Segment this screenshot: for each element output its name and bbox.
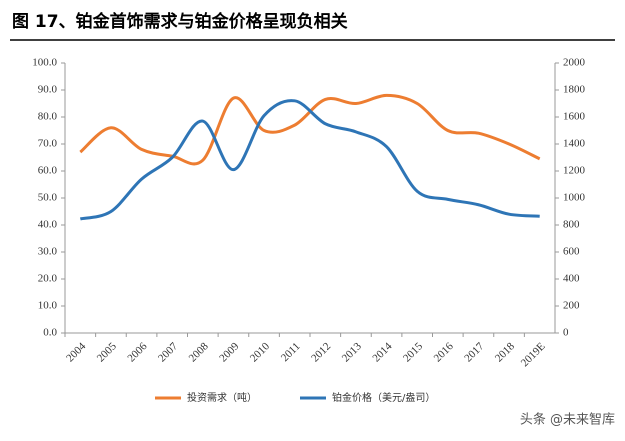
y-tick-label: 70.0 — [38, 138, 58, 150]
y-tick-label: 90.0 — [38, 84, 58, 96]
x-tick-label: 2011 — [279, 340, 303, 364]
y2-tick-label: 1600 — [563, 111, 586, 123]
legend-label: 铂金价格（美元/盎司） — [332, 391, 435, 404]
watermark: 头条 @未来智库 — [520, 412, 615, 428]
y2-tick-label: 200 — [563, 300, 580, 312]
y-tick-label: 30.0 — [38, 246, 58, 258]
y2-tick-label: 1200 — [563, 165, 586, 177]
y-tick-label: 40.0 — [38, 219, 58, 231]
y-tick-label: 50.0 — [38, 192, 58, 204]
legend-label: 投资需求（吨） — [187, 391, 257, 404]
y2-tick-label: 1400 — [563, 138, 586, 150]
y-tick-label: 60.0 — [38, 165, 58, 177]
y-tick-label: 10.0 — [38, 300, 58, 312]
y2-tick-label: 2000 — [563, 57, 586, 69]
x-tick-label: 2015 — [401, 340, 425, 364]
x-tick-label: 2016 — [432, 340, 456, 364]
y2-tick-label: 0 — [563, 327, 569, 339]
y2-tick-label: 1800 — [563, 84, 586, 96]
series-line — [79, 99, 540, 221]
x-tick-label: 2018 — [493, 340, 517, 364]
y-tick-label: 0.0 — [43, 327, 57, 339]
x-tick-label: 2019E — [519, 340, 548, 369]
x-tick-label: 2009 — [217, 340, 241, 364]
x-tick-label: 2014 — [370, 340, 394, 364]
x-tick-label: 2012 — [309, 340, 333, 364]
chart-title: 图 17、铂金首饰需求与铂金价格呈现负相关 — [12, 11, 348, 32]
y-tick-label: 100.0 — [32, 57, 57, 69]
x-tick-label: 2010 — [248, 340, 272, 364]
y2-tick-label: 600 — [563, 246, 580, 258]
x-tick-label: 2005 — [95, 340, 119, 364]
y2-tick-label: 800 — [563, 219, 580, 231]
x-tick-label: 2008 — [187, 340, 211, 364]
x-tick-label: 2017 — [462, 340, 486, 364]
x-tick-label: 2006 — [125, 340, 149, 364]
x-tick-label: 2007 — [156, 340, 180, 364]
x-tick-label: 2004 — [64, 340, 88, 364]
y2-tick-label: 400 — [563, 273, 580, 285]
y-tick-label: 80.0 — [38, 111, 58, 123]
y2-tick-label: 1000 — [563, 192, 586, 204]
y-tick-label: 20.0 — [38, 273, 58, 285]
x-tick-label: 2013 — [340, 340, 364, 364]
series-line — [79, 93, 541, 166]
